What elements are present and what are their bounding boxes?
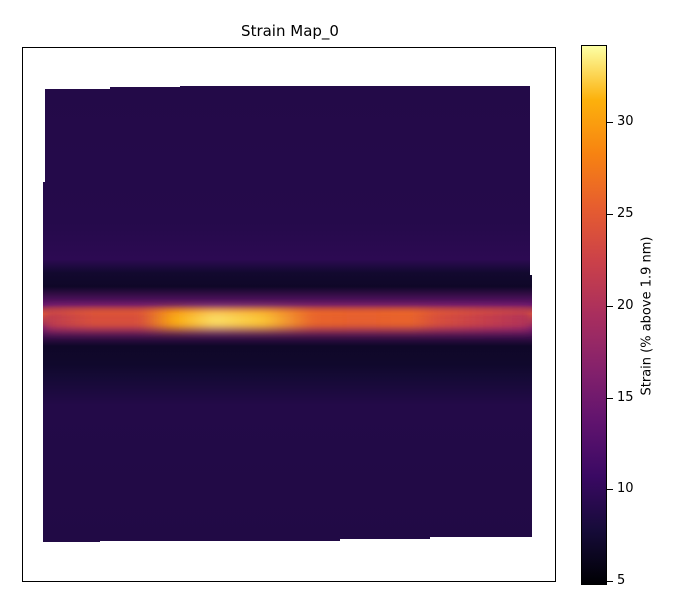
colorbar-tick bbox=[607, 122, 613, 124]
strain-band-peak bbox=[43, 309, 532, 330]
colorbar-tick bbox=[607, 489, 613, 491]
colorbar-tick bbox=[607, 581, 613, 583]
chart-title: Strain Map_0 bbox=[241, 22, 339, 40]
colorbar bbox=[581, 45, 607, 585]
colorbar-tick-label: 30 bbox=[617, 114, 634, 130]
colorbar-tick bbox=[607, 305, 613, 307]
colorbar-label: Strain (% above 1.9 nm) bbox=[639, 236, 655, 396]
strain-map-layer bbox=[43, 86, 532, 542]
colorbar-gradient bbox=[582, 46, 606, 584]
colorbar-tick-label: 5 bbox=[617, 573, 626, 589]
colorbar-tick-label: 25 bbox=[617, 205, 634, 221]
colorbar-tick bbox=[607, 213, 613, 215]
colorbar-tick bbox=[607, 397, 613, 399]
colorbar-tick-label: 15 bbox=[617, 389, 634, 405]
colorbar-tick-label: 10 bbox=[617, 481, 634, 497]
colorbar-tick-label: 20 bbox=[617, 297, 634, 313]
